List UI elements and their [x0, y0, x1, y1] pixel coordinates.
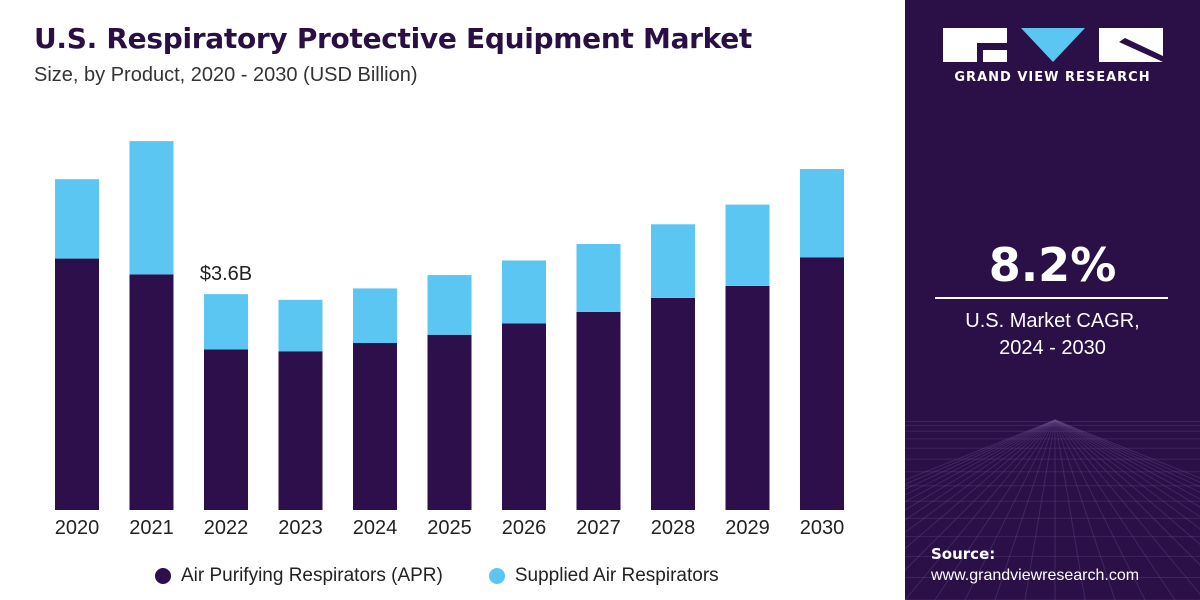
logo-v-triangle	[1021, 28, 1085, 62]
cagr-value: 8.2%	[988, 238, 1117, 292]
grid-deco-ray	[905, 419, 1056, 485]
cagr-label: U.S. Market CAGR, 2024 - 2030	[905, 308, 1200, 362]
bar-2028-apr	[651, 297, 695, 510]
brand-name: GRAND VIEW RESEARCH	[954, 70, 1151, 85]
grid-deco-ray	[905, 419, 1056, 496]
chart-area: U.S. Respiratory Protective Equipment Ma…	[34, 22, 845, 589]
x-tick-label-2029: 2029	[725, 517, 770, 539]
cagr-divider	[935, 297, 1168, 299]
legend-item-supplied-air: Supplied Air Respirators	[488, 565, 719, 587]
x-tick-label-2020: 2020	[55, 517, 100, 539]
bar-2030-supplied-air	[800, 169, 844, 258]
bar-2022-supplied-air	[204, 294, 248, 350]
chart-subtitle: Size, by Product, 2020 - 2030 (USD Billi…	[34, 64, 418, 86]
grid-deco-ray	[905, 419, 1056, 571]
grid-deco-ray	[905, 419, 1056, 481]
data-label-2022: $3.6B	[200, 263, 252, 285]
grid-deco-ray	[905, 419, 1056, 534]
grid-deco-ray	[905, 419, 1056, 511]
x-tick-label-2028: 2028	[651, 517, 696, 539]
bar-2024-apr	[353, 343, 397, 510]
grid-deco-ray	[1054, 419, 1200, 518]
grid-pattern-decoration	[905, 419, 1200, 600]
bar-2022-apr	[204, 349, 248, 510]
bar-chart: 2020 2021 2022 $3.6B 2023 2024 2025 2026 2027 202…	[55, 141, 845, 539]
legend-item-apr: Air Purifying Respirators (APR)	[155, 565, 443, 587]
chart-title: U.S. Respiratory Protective Equipment Ma…	[34, 22, 753, 55]
bar-2026-supplied-air	[502, 260, 546, 324]
x-tick-label-2021: 2021	[129, 517, 174, 539]
legend-label-apr: Air Purifying Respirators (APR)	[181, 565, 443, 586]
bar-2029-apr	[725, 285, 770, 510]
bar-2028-supplied-air	[651, 224, 695, 298]
grid-deco-ray	[1054, 419, 1200, 595]
grid-deco-ray	[994, 419, 1056, 600]
bar-2020-supplied-air	[55, 179, 99, 259]
bar-2027-supplied-air	[576, 243, 621, 312]
brand-logo	[943, 28, 1163, 62]
source-title: Source:	[931, 545, 996, 563]
bar-2025-apr	[427, 334, 472, 510]
grid-deco-ray	[1054, 419, 1146, 600]
grid-deco-ray	[1024, 419, 1056, 600]
bar-2027-apr	[576, 311, 621, 510]
grid-deco-ray	[1054, 419, 1086, 600]
x-tick-label-2027: 2027	[576, 517, 621, 539]
bar-2025-supplied-air	[427, 275, 472, 335]
bar-2023-supplied-air	[278, 299, 323, 352]
grid-deco-ray	[905, 419, 1056, 490]
bar-2029-supplied-air	[725, 204, 770, 286]
grid-deco-ray	[905, 419, 1056, 503]
grid-deco-ray	[905, 419, 1056, 600]
bar-2026-apr	[502, 323, 546, 510]
grid-deco-ray	[1054, 419, 1200, 508]
grid-deco-ray	[1054, 419, 1200, 500]
bar-2024-supplied-air	[353, 288, 397, 344]
grid-deco-ray	[934, 419, 1056, 600]
x-tick-label-2026: 2026	[502, 517, 547, 539]
grid-deco-ray	[1054, 419, 1200, 479]
bar-2030-apr	[800, 257, 844, 510]
grid-deco-ray	[1054, 419, 1116, 600]
cagr-label-line2: 2024 - 2030	[999, 337, 1106, 359]
bar-2021-apr	[129, 274, 174, 510]
logo-r-cut	[1119, 38, 1163, 62]
grid-deco-ray	[1054, 419, 1200, 483]
legend-swatch-apr	[155, 568, 171, 584]
legend-swatch-supplied-air	[488, 568, 505, 584]
x-tick-label-2025: 2025	[427, 517, 472, 539]
x-tick-label-2022: 2022	[204, 517, 249, 539]
source-link[interactable]: www.grandviewresearch.com	[931, 567, 1140, 584]
grid-deco-ray	[905, 419, 1056, 521]
x-tick-label-2030: 2030	[800, 517, 845, 539]
grid-deco-ray	[1054, 419, 1200, 530]
legend: Air Purifying Respirators (APR) Supplied…	[155, 563, 765, 589]
grid-deco-ray	[905, 419, 1056, 550]
grid-deco-ray	[1054, 419, 1200, 545]
grid-deco-ray	[1054, 419, 1200, 494]
logo-g-cut	[977, 43, 1007, 62]
side-panel: GRAND VIEW RESEARCH 8.2% U.S. Market CAG…	[905, 0, 1200, 600]
cagr-label-line1: U.S. Market CAGR,	[965, 310, 1140, 332]
grid-deco-ray	[1054, 419, 1200, 566]
x-tick-label-2023: 2023	[278, 517, 323, 539]
grid-deco-ray	[964, 419, 1056, 600]
bar-2023-apr	[278, 351, 323, 510]
bar-2021-supplied-air	[129, 141, 174, 275]
x-tick-label-2024: 2024	[353, 517, 398, 539]
legend-label-supplied-air: Supplied Air Respirators	[514, 565, 719, 586]
grid-deco-ray	[1054, 419, 1200, 488]
grid-deco-ray	[1054, 419, 1176, 600]
bar-2020-apr	[55, 258, 99, 510]
